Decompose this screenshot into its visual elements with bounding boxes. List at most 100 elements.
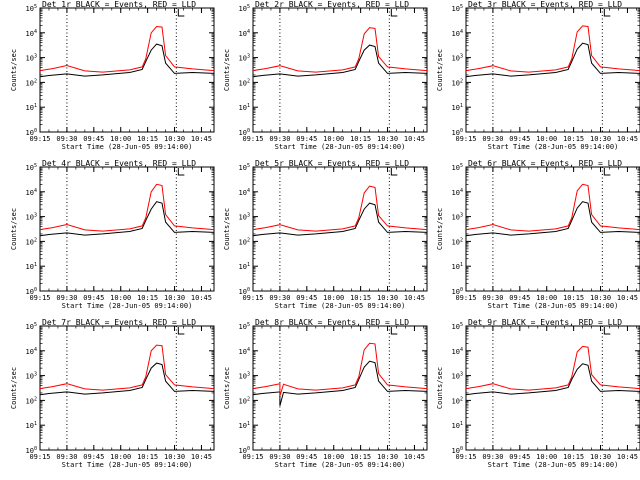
x-tick-label: 10:45	[617, 135, 638, 143]
chart-panel-6: Det 6r BLACK = Events, RED = LLD 100 101 10…	[436, 159, 640, 310]
y-tick-label: 100	[239, 128, 250, 137]
y-axis-label: Counts/sec	[223, 208, 231, 250]
y-axis-label: Counts/sec	[10, 367, 18, 409]
x-tick-label: 10:00	[323, 294, 344, 302]
x-tick-label: 09:15	[455, 294, 476, 302]
plot-frame	[465, 7, 640, 133]
x-tick-label: 10:45	[404, 453, 425, 461]
y-axis-label: Counts/sec	[223, 49, 231, 91]
y-tick-label: 105	[26, 322, 37, 331]
x-tick-label: 10:15	[137, 453, 158, 461]
x-tick-label: 09:15	[29, 453, 50, 461]
y-tick-label: 101	[239, 421, 250, 430]
x-tick-label: 09:15	[242, 453, 263, 461]
y-tick-label: 101	[452, 262, 463, 271]
series-line-red	[465, 345, 640, 391]
x-tick-label: 10:30	[164, 135, 185, 143]
chart-title: Det 5r BLACK = Events, RED = LLD	[255, 159, 409, 168]
y-tick-label: 105	[239, 163, 250, 172]
x-tick-label: 10:00	[323, 135, 344, 143]
y-tick-label: 100	[452, 287, 463, 296]
x-tick-label: 10:30	[164, 294, 185, 302]
y-tick-label: 104	[452, 188, 463, 197]
chart-title: Det 8r BLACK = Events, RED = LLD	[255, 318, 409, 327]
y-tick-label: 102	[239, 237, 250, 246]
x-tick-label: 09:15	[455, 453, 476, 461]
y-tick-label: 103	[452, 372, 463, 381]
x-tick-label: 09:15	[29, 135, 50, 143]
x-axis-label: Start Time (28-Jun-05 09:14:00)	[275, 461, 406, 469]
y-tick-label: 100	[452, 128, 463, 137]
y-tick-label: 101	[239, 103, 250, 112]
x-tick-label: 09:30	[56, 453, 77, 461]
x-tick-label: 09:30	[56, 294, 77, 302]
x-axis-label: Start Time (28-Jun-05 09:14:00)	[275, 302, 406, 310]
y-tick-label: 105	[239, 322, 250, 331]
x-axis-label: Start Time (28-Jun-05 09:14:00)	[488, 461, 619, 469]
series-line-red	[39, 25, 215, 73]
y-tick-label: 100	[239, 287, 250, 296]
interval-bracket-mark	[177, 9, 185, 17]
y-tick-label: 103	[452, 54, 463, 63]
x-tick-label: 10:30	[590, 135, 611, 143]
x-tick-label: 09:30	[269, 135, 290, 143]
y-axis-label: Counts/sec	[436, 367, 444, 409]
x-tick-label: 09:45	[83, 135, 104, 143]
y-tick-label: 103	[26, 54, 37, 63]
chart-panel-2: Det 2r BLACK = Events, RED = LLD 100 101 10…	[223, 0, 428, 151]
x-tick-label: 10:00	[536, 294, 557, 302]
y-tick-label: 103	[26, 213, 37, 222]
series-line-black	[39, 43, 215, 78]
y-axis-label: Counts/sec	[436, 49, 444, 91]
x-tick-label: 10:45	[617, 294, 638, 302]
y-tick-label: 102	[452, 237, 463, 246]
y-tick-label: 101	[452, 421, 463, 430]
x-tick-label: 10:45	[617, 453, 638, 461]
x-tick-label: 10:45	[191, 294, 212, 302]
y-tick-label: 105	[452, 163, 463, 172]
interval-bracket-mark	[603, 327, 611, 335]
y-tick-label: 101	[239, 262, 250, 271]
plot-frame	[465, 325, 640, 451]
series-line-black	[39, 201, 215, 237]
series-line-black	[465, 42, 640, 78]
x-tick-label: 09:30	[482, 135, 503, 143]
series-line-black	[252, 44, 428, 78]
x-tick-label: 09:45	[296, 453, 317, 461]
y-axis-label: Counts/sec	[436, 208, 444, 250]
x-tick-label: 10:45	[191, 453, 212, 461]
x-tick-label: 10:15	[350, 294, 371, 302]
x-axis-label: Start Time (28-Jun-05 09:14:00)	[488, 302, 619, 310]
chart-panel-9: Det 9r BLACK = Events, RED = LLD 100 101 10…	[436, 318, 640, 469]
x-tick-label: 10:00	[536, 453, 557, 461]
chart-title: Det 4r BLACK = Events, RED = LLD	[42, 159, 196, 168]
y-tick-label: 102	[26, 396, 37, 405]
y-tick-label: 100	[26, 287, 37, 296]
chart-title: Det 3r BLACK = Events, RED = LLD	[468, 0, 622, 9]
y-tick-label: 105	[26, 4, 37, 13]
x-tick-label: 10:15	[563, 135, 584, 143]
y-tick-label: 101	[26, 103, 37, 112]
x-tick-label: 10:00	[110, 453, 131, 461]
chart-title: Det 2r BLACK = Events, RED = LLD	[255, 0, 409, 9]
interval-bracket-mark	[177, 168, 185, 176]
x-tick-label: 09:15	[455, 135, 476, 143]
x-tick-label: 09:45	[509, 453, 530, 461]
interval-bracket-mark	[603, 168, 611, 176]
y-tick-label: 104	[26, 29, 37, 38]
series-line-red	[252, 185, 428, 232]
x-tick-label: 09:30	[482, 453, 503, 461]
y-tick-label: 100	[26, 128, 37, 137]
x-tick-label: 10:30	[377, 453, 398, 461]
chart-title: Det 9r BLACK = Events, RED = LLD	[468, 318, 622, 327]
y-tick-label: 101	[452, 103, 463, 112]
x-tick-label: 09:45	[83, 294, 104, 302]
y-tick-label: 105	[452, 322, 463, 331]
x-tick-label: 09:45	[83, 453, 104, 461]
series-line-black	[252, 202, 428, 237]
y-axis-label: Counts/sec	[10, 208, 18, 250]
interval-bracket-mark	[390, 327, 398, 335]
series-line-red	[39, 344, 215, 391]
x-tick-label: 10:15	[137, 135, 158, 143]
